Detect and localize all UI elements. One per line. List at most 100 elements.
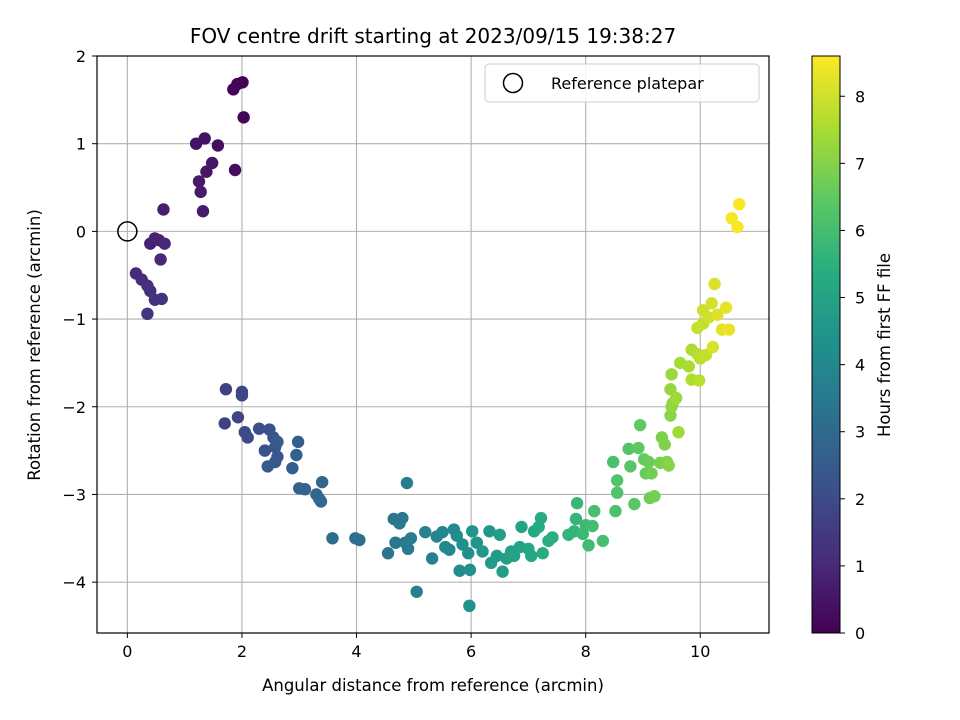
x-tick-label: 6 bbox=[466, 642, 476, 661]
data-point bbox=[490, 549, 504, 563]
data-point bbox=[450, 529, 463, 542]
colorbar-frame bbox=[811, 55, 841, 634]
data-point bbox=[722, 323, 736, 336]
data-point bbox=[315, 475, 329, 489]
data-point bbox=[466, 525, 479, 538]
data-point bbox=[483, 525, 496, 538]
colorbar-tick-label: 3 bbox=[855, 423, 865, 442]
data-point bbox=[658, 438, 671, 451]
data-point bbox=[569, 512, 583, 526]
data-point bbox=[228, 163, 242, 177]
colorbar-gradient bbox=[812, 56, 840, 633]
y-tick-label: −3 bbox=[62, 485, 86, 504]
colorbar-tick-label: 5 bbox=[855, 289, 865, 308]
y-tick-label: 1 bbox=[76, 135, 86, 154]
data-point bbox=[708, 277, 721, 291]
reference-platepar-marker bbox=[117, 221, 138, 242]
data-point bbox=[669, 391, 683, 405]
data-point bbox=[691, 321, 704, 335]
data-point bbox=[241, 431, 254, 444]
legend-entry-reference: Reference platepar bbox=[551, 74, 704, 93]
data-point bbox=[401, 542, 415, 556]
legend-box bbox=[484, 63, 760, 103]
colorbar-label: Hours from first FF file bbox=[875, 253, 894, 437]
x-tick-label: 10 bbox=[690, 642, 710, 661]
data-point bbox=[404, 532, 418, 545]
x-tick-label: 0 bbox=[122, 642, 132, 661]
data-point bbox=[733, 197, 746, 211]
data-point bbox=[326, 532, 339, 545]
data-point bbox=[219, 383, 233, 396]
data-point bbox=[493, 528, 506, 541]
colorbar: 0 1 2 3 4 5 6 7 8 Hours from first FF file bbox=[811, 55, 894, 643]
data-point bbox=[610, 474, 624, 487]
data-point bbox=[252, 422, 266, 435]
data-point bbox=[570, 497, 584, 510]
data-point bbox=[463, 599, 476, 613]
data-point bbox=[610, 486, 624, 499]
data-point bbox=[291, 435, 305, 449]
data-point bbox=[155, 292, 168, 306]
colorbar-tick-label: 6 bbox=[855, 221, 865, 240]
y-axis-ticks: −4 −3 −2 −1 0 1 2 bbox=[62, 47, 97, 592]
data-point bbox=[662, 459, 675, 472]
data-point bbox=[218, 417, 231, 430]
data-point bbox=[692, 374, 706, 387]
data-point bbox=[290, 448, 303, 462]
data-point bbox=[596, 534, 610, 548]
data-point bbox=[157, 203, 170, 216]
data-point bbox=[719, 301, 733, 314]
y-axis-label: Rotation from reference (arcmin) bbox=[25, 209, 44, 481]
data-point bbox=[582, 539, 595, 552]
data-point bbox=[645, 467, 658, 480]
data-point bbox=[396, 511, 409, 525]
data-point bbox=[682, 360, 695, 373]
data-point bbox=[536, 547, 549, 560]
data-point bbox=[227, 83, 240, 96]
legend: Reference platepar bbox=[484, 63, 760, 103]
data-point bbox=[154, 253, 167, 266]
data-point bbox=[192, 175, 206, 188]
data-point bbox=[211, 139, 225, 152]
chart-title: FOV centre drift starting at 2023/09/15 … bbox=[190, 24, 676, 48]
data-point bbox=[664, 383, 677, 396]
colorbar-tick-label: 0 bbox=[855, 624, 865, 643]
data-point bbox=[525, 549, 538, 563]
y-tick-label: 2 bbox=[76, 47, 86, 66]
scatter-points bbox=[129, 76, 746, 613]
data-point bbox=[588, 504, 601, 518]
data-point bbox=[286, 461, 299, 475]
y-tick-label: 0 bbox=[76, 222, 86, 241]
y-tick-label: −2 bbox=[62, 398, 86, 417]
data-point bbox=[314, 495, 328, 508]
data-point bbox=[236, 76, 249, 89]
data-point bbox=[624, 460, 637, 473]
data-point bbox=[632, 441, 645, 455]
data-point bbox=[725, 212, 738, 225]
data-point bbox=[672, 425, 685, 439]
data-point bbox=[235, 389, 249, 402]
y-tick-label: −1 bbox=[62, 310, 86, 329]
data-point bbox=[258, 444, 272, 457]
colorbar-tick-label: 4 bbox=[855, 356, 865, 375]
data-point bbox=[515, 520, 528, 534]
data-point bbox=[711, 308, 724, 321]
data-point bbox=[496, 565, 509, 578]
colorbar-tick-label: 1 bbox=[855, 557, 865, 576]
data-point bbox=[463, 563, 477, 577]
colorbar-ticks: 0 1 2 3 4 5 6 7 8 bbox=[840, 87, 865, 643]
x-tick-label: 8 bbox=[581, 642, 591, 661]
data-point bbox=[141, 307, 154, 321]
data-point bbox=[456, 538, 469, 551]
data-point bbox=[196, 205, 210, 218]
grid-lines bbox=[97, 55, 769, 633]
data-point bbox=[534, 511, 548, 525]
data-point bbox=[628, 497, 641, 511]
legend-marker-icon bbox=[502, 72, 524, 94]
data-point bbox=[381, 547, 395, 560]
colorbar-tick-label: 8 bbox=[855, 87, 865, 106]
data-point bbox=[586, 519, 599, 533]
data-point bbox=[237, 111, 250, 124]
data-point bbox=[410, 585, 423, 598]
